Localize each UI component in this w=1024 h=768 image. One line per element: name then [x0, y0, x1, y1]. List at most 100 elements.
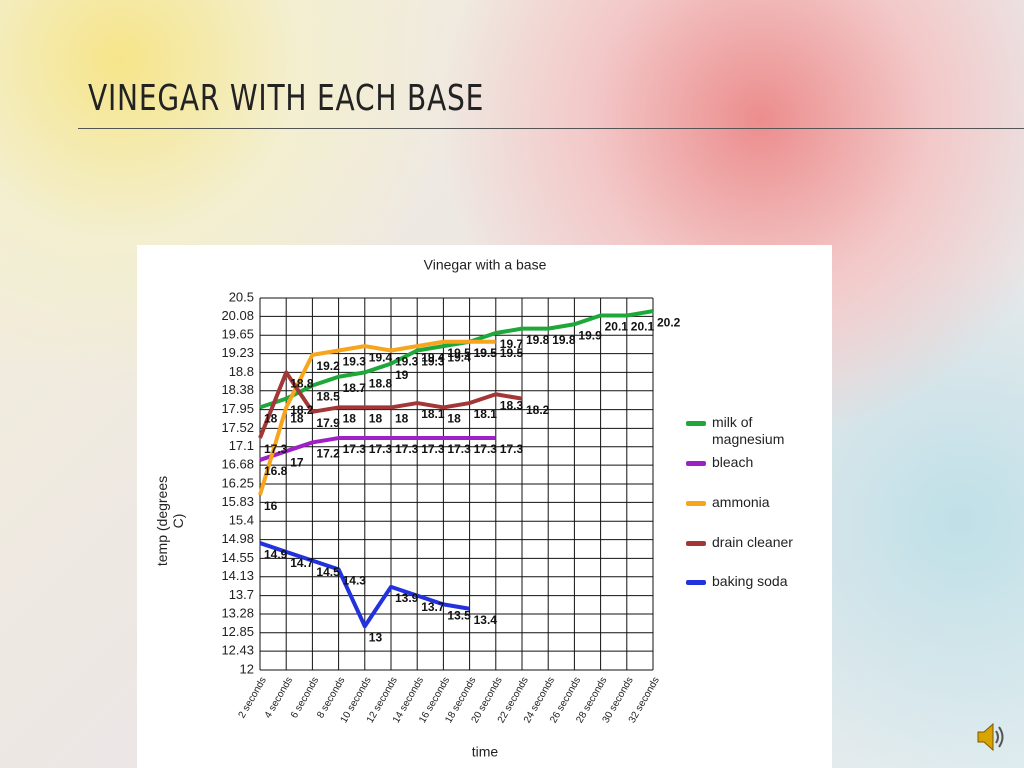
y-tick-label: 12.43 — [221, 643, 254, 658]
legend-label: baking soda — [712, 573, 788, 589]
data-label: 14.5 — [316, 565, 340, 579]
data-label: 19.9 — [578, 328, 602, 342]
y-tick-label: 15.83 — [221, 494, 254, 509]
slide-title: VINEGAR WITH EACH BASE — [88, 78, 485, 119]
y-tick-label: 16.68 — [221, 457, 254, 472]
y-tick-label: 12.85 — [221, 624, 254, 639]
data-label: 17.3 — [395, 442, 419, 456]
y-tick-label: 14.55 — [221, 550, 254, 565]
data-label: 18.7 — [343, 381, 367, 395]
chart-panel — [137, 245, 832, 768]
data-label: 17.3 — [264, 442, 288, 456]
y-tick-label: 17.95 — [221, 401, 254, 416]
data-label: 19.5 — [447, 346, 471, 360]
data-label: 13 — [369, 630, 383, 644]
data-label: 19.5 — [500, 346, 524, 360]
speaker-icon[interactable] — [975, 720, 1005, 754]
y-tick-label: 19.65 — [221, 327, 254, 342]
data-label: 17.2 — [316, 447, 340, 461]
data-label: 14.7 — [290, 556, 314, 570]
data-label: 17 — [290, 455, 304, 469]
data-label: 13.5 — [447, 609, 471, 623]
series-line — [259, 436, 496, 462]
series-line — [259, 309, 654, 410]
data-label: 19.4 — [421, 350, 445, 364]
y-tick-label: 17.1 — [229, 438, 254, 453]
x-axis-label: time — [472, 744, 499, 760]
data-label: 20.2 — [657, 315, 681, 329]
data-label: 18.2 — [290, 403, 314, 417]
data-label: 18.1 — [421, 407, 445, 421]
legend-swatch — [686, 580, 706, 585]
data-label: 18.5 — [316, 390, 340, 404]
data-label: 17.3 — [369, 442, 393, 456]
data-label: 13.7 — [421, 600, 445, 614]
data-label: 19.4 — [447, 350, 471, 364]
data-label: 19.3 — [395, 355, 419, 369]
y-tick-label: 14.13 — [221, 568, 254, 583]
data-label: 18 — [290, 412, 304, 426]
data-label: 18 — [395, 412, 409, 426]
legend-swatch — [686, 461, 706, 466]
data-label: 19.2 — [316, 359, 340, 373]
legend-label: ammonia — [712, 494, 770, 510]
data-label: 19.4 — [369, 350, 393, 364]
data-label: 18.1 — [474, 407, 498, 421]
data-label: 16.8 — [264, 464, 288, 478]
data-label: 18.8 — [290, 377, 314, 391]
y-axis-label: temp (degrees C) — [154, 475, 186, 567]
legend-swatch — [686, 501, 706, 506]
data-label: 16 — [264, 499, 278, 513]
data-label: 14.9 — [264, 547, 288, 561]
data-label: 17.3 — [447, 442, 471, 456]
series-line — [259, 541, 470, 629]
legend-swatch — [686, 421, 706, 426]
legend-label: drain cleaner — [712, 534, 793, 550]
data-label: 19.5 — [474, 346, 498, 360]
data-label: 17.3 — [500, 442, 524, 456]
y-tick-label: 12 — [240, 661, 254, 676]
data-label: 14.3 — [343, 574, 367, 588]
data-label: 17.3 — [421, 442, 445, 456]
y-tick-label: 14.98 — [221, 531, 254, 546]
data-label: 17.9 — [316, 416, 340, 430]
data-label: 20.1 — [631, 320, 655, 334]
y-tick-label: 18.8 — [229, 364, 254, 379]
data-label: 19.7 — [500, 337, 524, 351]
data-label: 18.2 — [526, 403, 550, 417]
y-tick-label: 13.7 — [229, 587, 254, 602]
y-tick-label: 13.28 — [221, 605, 254, 620]
data-label: 13.9 — [395, 591, 419, 605]
data-label: 18.8 — [369, 377, 393, 391]
data-label: 18 — [369, 412, 383, 426]
y-tick-label: 16.25 — [221, 475, 254, 490]
data-label: 19.3 — [421, 355, 445, 369]
data-label: 19.5 — [474, 346, 498, 360]
data-label: 18 — [447, 412, 461, 426]
data-label: 17.3 — [474, 442, 498, 456]
series-line — [258, 370, 523, 439]
y-tick-label: 17.52 — [221, 420, 254, 435]
data-label: 17.3 — [343, 442, 367, 456]
chart-title: Vinegar with a base — [424, 257, 547, 273]
y-tick-label: 20.5 — [229, 289, 254, 304]
series-line — [258, 339, 496, 496]
y-tick-label: 15.4 — [229, 513, 254, 528]
y-tick-label: 20.08 — [221, 308, 254, 323]
y-tick-label: 18.38 — [221, 382, 254, 397]
data-label: 18.3 — [500, 398, 524, 412]
data-label: 18 — [343, 412, 357, 426]
data-label: 19.8 — [552, 333, 576, 347]
data-label: 19.3 — [343, 355, 367, 369]
data-label: 20.1 — [605, 320, 629, 334]
y-tick-label: 19.23 — [221, 345, 254, 360]
data-label: 13.4 — [474, 613, 498, 627]
legend-label: milk of magnesium — [712, 414, 785, 447]
legend-label: bleach — [712, 454, 754, 470]
data-label: 19 — [395, 368, 409, 382]
legend-swatch — [686, 541, 706, 546]
title-rule — [78, 128, 1024, 129]
data-label: 18 — [264, 412, 278, 426]
